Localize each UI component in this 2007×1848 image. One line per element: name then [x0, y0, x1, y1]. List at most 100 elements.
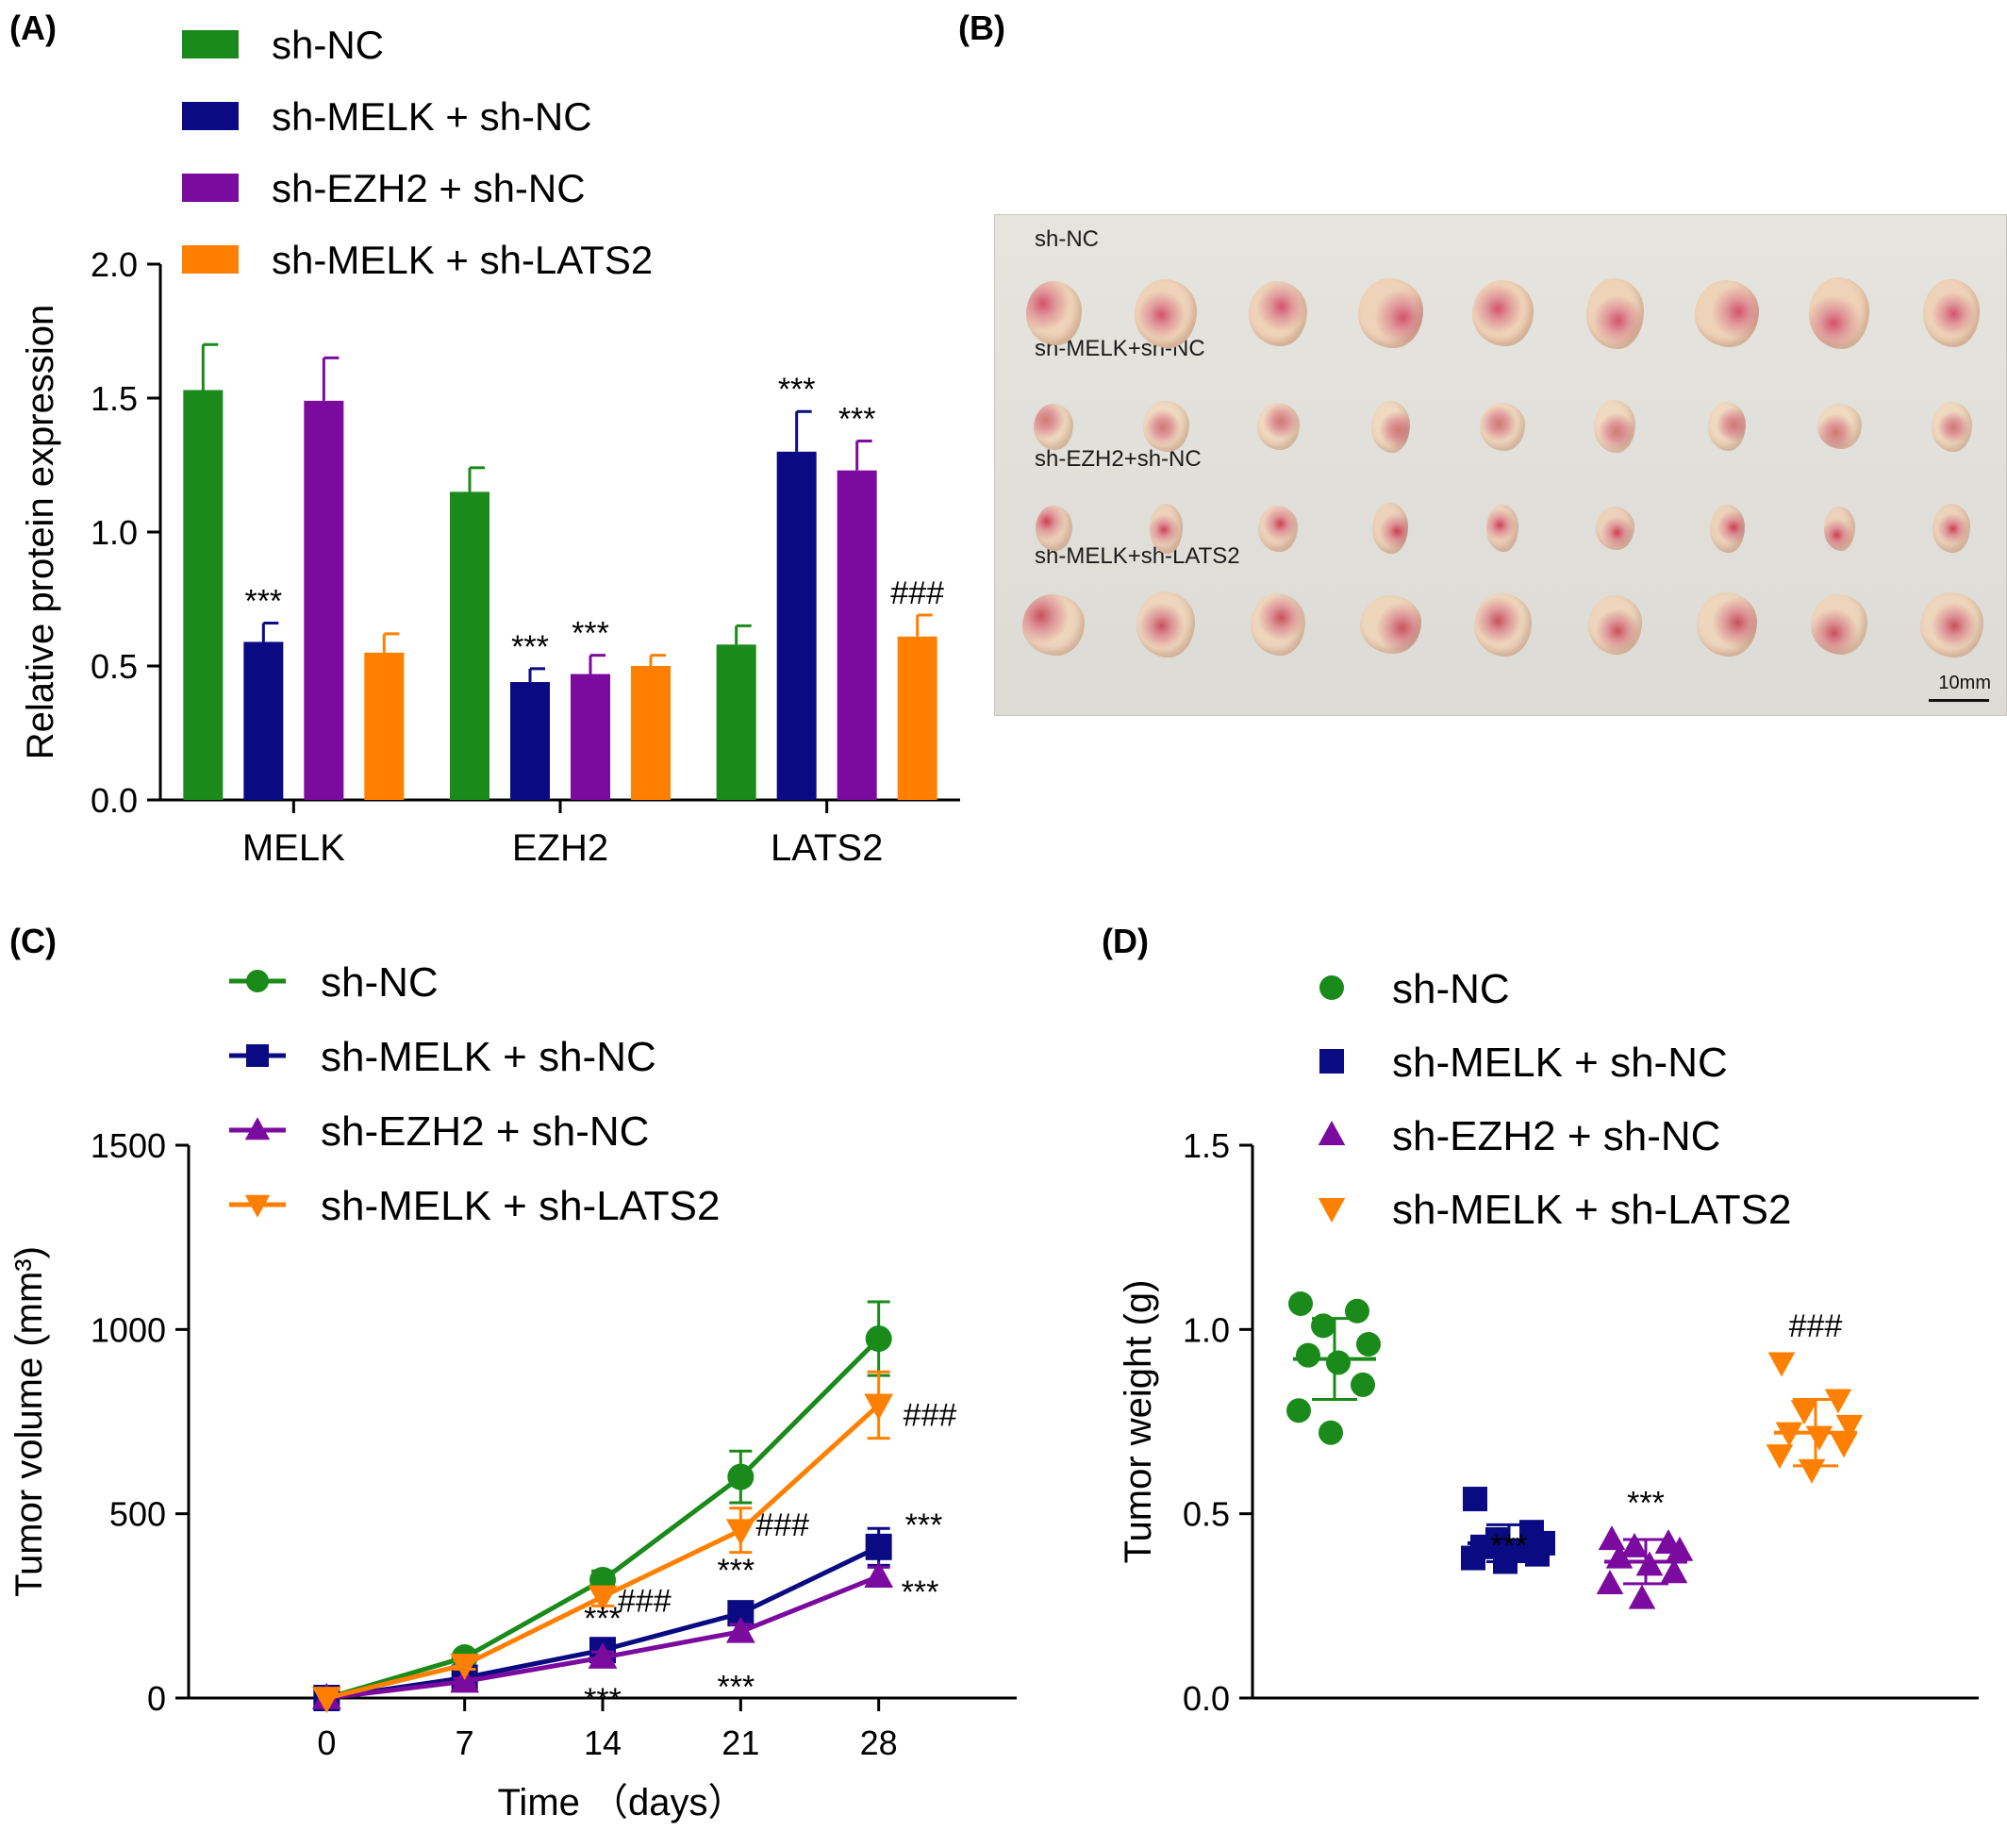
legend-marker-sh-ezh2-sh-nc: [244, 1117, 271, 1140]
point-sh-melk-sh-nc: [1463, 1487, 1487, 1512]
legend-marker-sh-melk-sh-lats2: [244, 1194, 271, 1218]
point-sh-ezh2-sh-nc: [725, 1616, 755, 1643]
y-axis-label: Tumor weight (g): [1118, 1280, 1159, 1564]
legend-swatch-sh-melk-sh-lats2: [182, 245, 239, 274]
tumor: [1595, 507, 1634, 550]
point-sh-melk-sh-lats2: [1798, 1458, 1826, 1484]
y-tick-label: 1000: [91, 1310, 166, 1349]
photo-row-label-sh-ezh2-sh-nc: sh-EZH2+sh-NC: [1035, 446, 1202, 472]
tumor: [1919, 591, 1983, 658]
point-sh-ezh2-sh-nc: [1620, 1532, 1649, 1557]
y-tick-label: 500: [109, 1495, 166, 1534]
point-sh-melk-sh-lats2: [1824, 1389, 1852, 1414]
tumor: [1697, 592, 1757, 657]
point-sh-melk-sh-lats2: [1767, 1352, 1796, 1377]
point-sh-melk-sh-nc: [1461, 1545, 1485, 1571]
x-tick-label-ezh2: EZH2: [512, 827, 608, 869]
tumor: [1708, 402, 1746, 451]
tumor: [1372, 503, 1408, 554]
significance-label: ***: [1490, 1528, 1528, 1564]
y-tick-label: 1.5: [91, 379, 138, 418]
legend-label-sh-ezh2-sh-nc: sh-EZH2 + sh-NC: [321, 1108, 649, 1155]
x-tick-label: 7: [456, 1723, 474, 1762]
point-sh-ezh2-sh-nc: [1596, 1569, 1624, 1594]
tumor: [1357, 278, 1423, 348]
scale-bar: [1929, 699, 1989, 702]
legend-label-sh-melk-sh-nc: sh-MELK + sh-NC: [272, 94, 592, 139]
tumor: [1035, 506, 1072, 551]
point-sh-melk-sh-lats2: [588, 1585, 618, 1612]
bar-lats2-sh-melk-sh-lats2: [897, 636, 937, 800]
y-axis-label: Tumor volume (mm³): [8, 1246, 50, 1597]
tumor: [1816, 404, 1862, 449]
point-sh-melk-sh-lats2: [311, 1687, 341, 1714]
legend-swatch-sh-nc: [182, 30, 239, 58]
bar-melk-sh-ezh2-sh-nc: [304, 400, 344, 800]
legend-marker-sh-melk-sh-nc: [246, 1044, 269, 1067]
significance-label: ***: [584, 1601, 622, 1637]
tumor: [1473, 592, 1532, 657]
x-tick-label: 28: [860, 1723, 898, 1762]
tumor: [1258, 505, 1298, 552]
point-sh-ezh2-sh-nc: [1598, 1525, 1626, 1551]
tumor: [1931, 401, 1972, 452]
tumor: [1823, 506, 1855, 551]
x-tick-label-lats2: LATS2: [771, 827, 883, 869]
tumor: [1486, 505, 1518, 552]
y-tick-label: 0: [147, 1679, 166, 1718]
bar-ezh2-sh-melk-sh-lats2: [631, 666, 671, 800]
scale-bar-label: 10mm: [1938, 673, 1991, 693]
point-sh-ezh2-sh-nc: [1660, 1558, 1688, 1584]
y-tick-label: 2.0: [91, 245, 138, 284]
point-sh-melk-sh-lats2: [1835, 1414, 1864, 1440]
bar-ezh2-sh-nc: [450, 491, 489, 800]
point-sh-ezh2-sh-nc: [1666, 1536, 1694, 1561]
tumor: [1149, 503, 1183, 554]
legend-label-sh-nc: sh-NC: [272, 23, 384, 67]
point-sh-nc: [1296, 1342, 1320, 1368]
significance-label: ***: [778, 372, 816, 408]
y-tick-label: 1500: [91, 1126, 166, 1165]
y-tick-label: 1.0: [91, 513, 138, 552]
panel-label-d: (D): [1102, 922, 1149, 960]
legend-swatch-sh-melk-sh-nc: [182, 102, 239, 130]
point-sh-ezh2-sh-nc: [864, 1560, 894, 1588]
chart-a: sh-NC sh-MELK + sh-NC sh-EZH2 + sh-NC sh-ME…: [20, 23, 960, 869]
legend-marker-sh-nc: [1319, 975, 1344, 1000]
point-sh-melk-sh-lats2: [1830, 1433, 1858, 1458]
tumor: [1022, 593, 1085, 656]
significance-label: ***: [905, 1507, 943, 1543]
legend-label-sh-nc: sh-NC: [1392, 966, 1510, 1012]
tumor: [1587, 594, 1642, 655]
significance-label: ***: [902, 1574, 939, 1610]
point-sh-melk-sh-lats2: [725, 1519, 755, 1546]
significance-label: ***: [717, 1553, 755, 1589]
bar-lats2-sh-ezh2-sh-nc: [837, 470, 877, 800]
point-sh-ezh2-sh-nc: [588, 1641, 618, 1669]
tumor: [1811, 594, 1867, 655]
tumor: [1709, 504, 1745, 553]
photo-row-label-sh-melk-sh-lats2: sh-MELK+sh-LATS2: [1035, 543, 1240, 569]
tumor: [1594, 400, 1635, 453]
tumor: [1142, 401, 1189, 452]
point-sh-nc: [1351, 1372, 1375, 1397]
bar-ezh2-sh-ezh2-sh-nc: [571, 674, 610, 800]
x-tick-label: 21: [722, 1723, 759, 1762]
tumor: [1585, 277, 1644, 349]
panel-label-a: (A): [9, 8, 57, 47]
y-tick-label: 0.0: [91, 781, 138, 820]
point-sh-melk-sh-lats2: [450, 1653, 480, 1680]
point-sh-nc: [727, 1463, 755, 1490]
tumor: [1359, 595, 1421, 654]
legend-label-sh-ezh2-sh-nc: sh-EZH2 + sh-NC: [1392, 1113, 1720, 1159]
x-tick-label: 0: [317, 1723, 336, 1762]
tumor: [1249, 280, 1307, 346]
legend-marker-sh-melk-sh-lats2: [1318, 1197, 1346, 1223]
bar-melk-sh-melk-sh-nc: [243, 641, 284, 800]
tumor: [1034, 403, 1073, 450]
tumor: [1025, 281, 1082, 345]
panel-label-c: (C): [9, 922, 57, 960]
significance-label: ***: [244, 584, 282, 620]
bar-melk-sh-melk-sh-lats2: [364, 652, 405, 800]
significance-label: ***: [717, 1670, 755, 1706]
